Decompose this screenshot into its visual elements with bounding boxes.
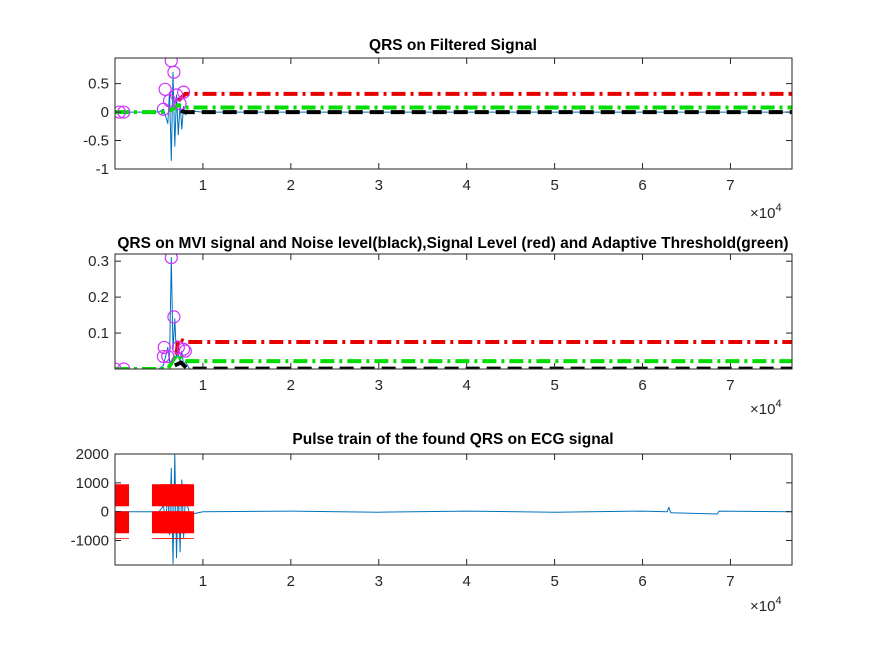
panel-1-title: QRS on Filtered Signal <box>369 37 537 54</box>
panel-2-y-ticks: 0.3 0.2 0.1 <box>88 253 792 342</box>
panel-1-axes-box <box>114 57 793 170</box>
panel-1-x-exponent: ×104 <box>750 202 782 222</box>
qrs-peak-marker <box>167 65 181 79</box>
x-tick-label: 2 <box>287 573 295 590</box>
panel-1-x-exponent-base: ×10 <box>750 205 775 222</box>
panel-2-x-exponent-power: 4 <box>775 398 781 410</box>
panel-2-axes-box <box>114 253 793 370</box>
y-tick-label: -0.5 <box>83 133 109 150</box>
x-tick-label: 4 <box>463 377 471 394</box>
qrs-peak-marker <box>115 105 126 119</box>
panel-2-x-exponent-base: ×10 <box>750 401 775 418</box>
panel-3-x-ticks: 1 2 3 4 5 6 7 <box>199 454 735 590</box>
y-tick-label: 0 <box>101 104 109 121</box>
panel-3-x-exponent-power: 4 <box>775 595 781 607</box>
y-tick-label: 1000 <box>76 475 109 492</box>
qrs-peak-marker <box>169 88 184 102</box>
qrs-peak-marker <box>171 340 185 355</box>
y-tick-label: 0 <box>101 504 109 521</box>
y-tick-label: 0.5 <box>88 76 109 93</box>
panel-1: QRS on Filtered Signal 1 2 3 4 5 6 7 0.5 0 -0.5 -… <box>83 37 793 222</box>
adaptive-threshold-line <box>115 103 792 115</box>
panel-3-x-exponent-base: ×10 <box>750 598 775 615</box>
x-tick-label: 3 <box>375 177 383 194</box>
x-tick-label: 2 <box>287 177 295 194</box>
qrs-peak-marker <box>164 254 178 265</box>
qrs-peak-marker <box>156 349 170 364</box>
x-tick-label: 1 <box>199 377 207 394</box>
noise-level-line <box>180 108 792 115</box>
qrs-peak-marker <box>158 82 172 96</box>
qrs-peak-marker <box>156 102 170 116</box>
qrs-peak-marker <box>117 362 131 369</box>
panel-3-x-exponent: ×104 <box>750 595 782 615</box>
panel-3-plot-area <box>115 454 792 565</box>
x-tick-label: 6 <box>638 377 646 394</box>
x-tick-label: 5 <box>550 377 558 394</box>
x-tick-label: 6 <box>638 177 646 194</box>
y-tick-label: -1 <box>96 161 109 178</box>
y-tick-label: -1000 <box>71 532 109 549</box>
x-tick-label: 6 <box>638 573 646 590</box>
x-tick-label: 1 <box>199 573 207 590</box>
panel-2-x-ticks: 1 2 3 4 5 6 7 <box>199 254 735 394</box>
panel-2: QRS on MVI signal and Noise level(black)… <box>88 235 793 418</box>
panel-3-title: Pulse train of the found QRS on ECG sign… <box>292 431 613 448</box>
x-tick-label: 3 <box>375 377 383 394</box>
y-tick-label: 0.3 <box>88 253 109 270</box>
x-tick-label: 1 <box>199 177 207 194</box>
x-tick-label: 7 <box>726 573 734 590</box>
x-tick-label: 3 <box>375 573 383 590</box>
panel-2-x-exponent: ×104 <box>750 398 782 418</box>
qrs-peak-marker <box>167 310 181 324</box>
signal-level-line <box>176 91 792 103</box>
x-tick-label: 5 <box>550 573 558 590</box>
x-tick-label: 4 <box>463 573 471 590</box>
panel-1-plot-area <box>115 58 792 161</box>
panel-3: Pulse train of the found QRS on ECG sign… <box>71 431 793 615</box>
panel-1-y-ticks: 0.5 0 -0.5 -1 <box>83 76 792 178</box>
qrs-peak-marker <box>178 344 192 358</box>
panel-1-series-group <box>115 58 792 161</box>
qrs-peak-marker <box>176 85 191 99</box>
signal-level-line <box>174 336 792 355</box>
panel-1-x-exponent-power: 4 <box>775 202 781 214</box>
x-tick-label: 7 <box>726 377 734 394</box>
qrs-peak-marker <box>157 340 171 355</box>
panel-3-series-group <box>115 454 792 565</box>
x-tick-label: 5 <box>550 177 558 194</box>
y-tick-label: 0.2 <box>88 289 109 306</box>
y-tick-label: 0.1 <box>88 325 109 342</box>
x-tick-label: 2 <box>287 377 295 394</box>
x-tick-label: 4 <box>463 177 471 194</box>
adaptive-threshold-line <box>115 352 792 369</box>
panel-3-axes-box <box>114 453 793 566</box>
panel-2-title: QRS on MVI signal and Noise level(black)… <box>117 235 788 252</box>
qrs-peak-marker <box>161 349 175 364</box>
panel-1-x-ticks: 1 2 3 4 5 6 7 <box>199 58 735 194</box>
x-tick-label: 7 <box>726 177 734 194</box>
panel-3-y-ticks: 2000 1000 0 -1000 <box>71 446 792 549</box>
y-tick-label: 2000 <box>76 446 109 463</box>
qrs-peak-marker <box>176 342 191 356</box>
